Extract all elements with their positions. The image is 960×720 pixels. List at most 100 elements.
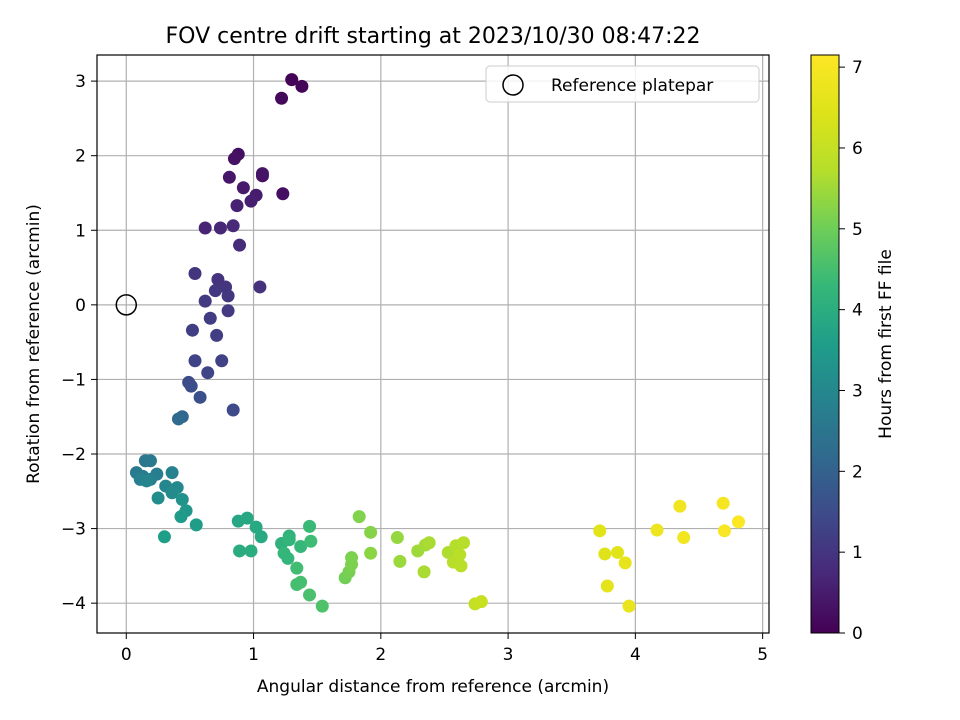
data-point: [165, 486, 179, 500]
x-tick-label: 5: [757, 645, 768, 665]
reference-marker: [115, 294, 138, 316]
data-point: [165, 466, 179, 480]
data-point: [213, 221, 227, 235]
data-point: [198, 221, 212, 235]
data-point: [201, 366, 215, 380]
data-point: [611, 545, 625, 559]
data-point: [233, 238, 247, 252]
data-point: [598, 547, 612, 561]
data-point: [215, 354, 229, 368]
x-tick-label: 3: [503, 645, 514, 665]
data-point: [618, 556, 632, 570]
data-point: [188, 354, 202, 368]
legend: Reference platepar: [485, 65, 760, 103]
data-point: [474, 595, 488, 609]
data-point: [255, 167, 269, 181]
data-point: [189, 518, 203, 532]
data-point: [185, 323, 199, 337]
y-tick-label: 2: [75, 147, 86, 167]
y-tick-label: −3: [61, 520, 86, 540]
data-point: [226, 403, 240, 417]
y-tick-label: 1: [75, 221, 86, 241]
y-tick-label: 0: [75, 296, 86, 316]
data-points: [129, 73, 745, 613]
data-point: [193, 390, 207, 404]
data-point: [203, 311, 217, 325]
data-point: [600, 579, 614, 593]
colorbar-label: Hours from first FF file: [876, 249, 896, 439]
y-tick-label: −2: [61, 445, 86, 465]
data-point: [422, 536, 436, 550]
colorbar-tick-label: 0: [852, 624, 863, 644]
y-tick-label: −1: [61, 370, 86, 390]
colorbar-gradient: [810, 54, 840, 634]
data-point: [221, 304, 235, 318]
data-point: [143, 454, 157, 468]
data-point: [593, 524, 607, 538]
y-tick-label: 3: [75, 72, 86, 92]
data-point: [157, 530, 171, 544]
data-point: [230, 199, 244, 213]
data-point: [253, 280, 267, 294]
data-point: [294, 539, 308, 553]
data-point: [453, 548, 467, 562]
data-point: [315, 599, 329, 613]
data-point: [233, 544, 247, 558]
colorbar-tick-label: 7: [852, 58, 863, 78]
y-axis-label: Rotation from reference (arcmin): [24, 204, 44, 484]
data-point: [184, 379, 198, 393]
data-point: [285, 73, 299, 87]
data-point: [454, 559, 468, 573]
data-point: [140, 474, 154, 488]
y-tick-label: −4: [61, 594, 86, 614]
data-point: [244, 544, 258, 558]
data-point: [208, 284, 222, 298]
data-point: [303, 519, 317, 533]
colorbar-tick-label: 2: [852, 462, 863, 482]
data-point: [276, 187, 290, 201]
data-point: [650, 523, 664, 537]
data-point: [244, 194, 258, 208]
data-point: [210, 328, 224, 342]
data-point: [717, 524, 731, 538]
data-point: [249, 520, 263, 534]
legend-entry-reference: Reference platepar: [551, 76, 713, 96]
colorbar-tick-label: 1: [852, 543, 863, 563]
colorbar-tick-label: 5: [852, 220, 863, 240]
data-point: [227, 152, 241, 166]
data-point: [198, 294, 212, 308]
colorbar-tick-label: 4: [852, 301, 863, 321]
colorbar: 0 1 2 3 4 5 6 7 Hours from first FF file: [810, 54, 896, 644]
data-point: [677, 531, 691, 545]
data-point: [622, 599, 636, 613]
data-point: [673, 499, 687, 513]
data-point: [364, 546, 378, 560]
data-point: [188, 267, 202, 281]
x-tick-label: 2: [375, 645, 386, 665]
data-point: [345, 551, 359, 565]
plot-area-frame: [96, 54, 770, 634]
data-point: [174, 510, 188, 524]
data-point: [364, 525, 378, 539]
data-point: [457, 536, 471, 550]
colorbar-tick-label: 6: [852, 139, 863, 159]
data-point: [282, 533, 296, 547]
legend-reference-marker: [502, 74, 524, 96]
data-point: [236, 181, 250, 195]
data-point: [222, 170, 236, 184]
data-point: [731, 515, 745, 529]
data-point: [240, 511, 254, 525]
y-axis: −4 −3 −2 −1 0 1 2 3: [61, 72, 97, 614]
data-point: [171, 412, 185, 426]
data-point: [716, 496, 730, 510]
data-point: [275, 91, 289, 105]
data-point: [290, 561, 304, 575]
x-tick-label: 4: [630, 645, 641, 665]
data-point: [303, 588, 317, 602]
x-axis: 0 1 2 3 4 5: [121, 633, 768, 665]
data-point: [393, 554, 407, 568]
data-point: [277, 546, 291, 560]
data-point: [390, 531, 404, 545]
data-point: [254, 530, 268, 544]
